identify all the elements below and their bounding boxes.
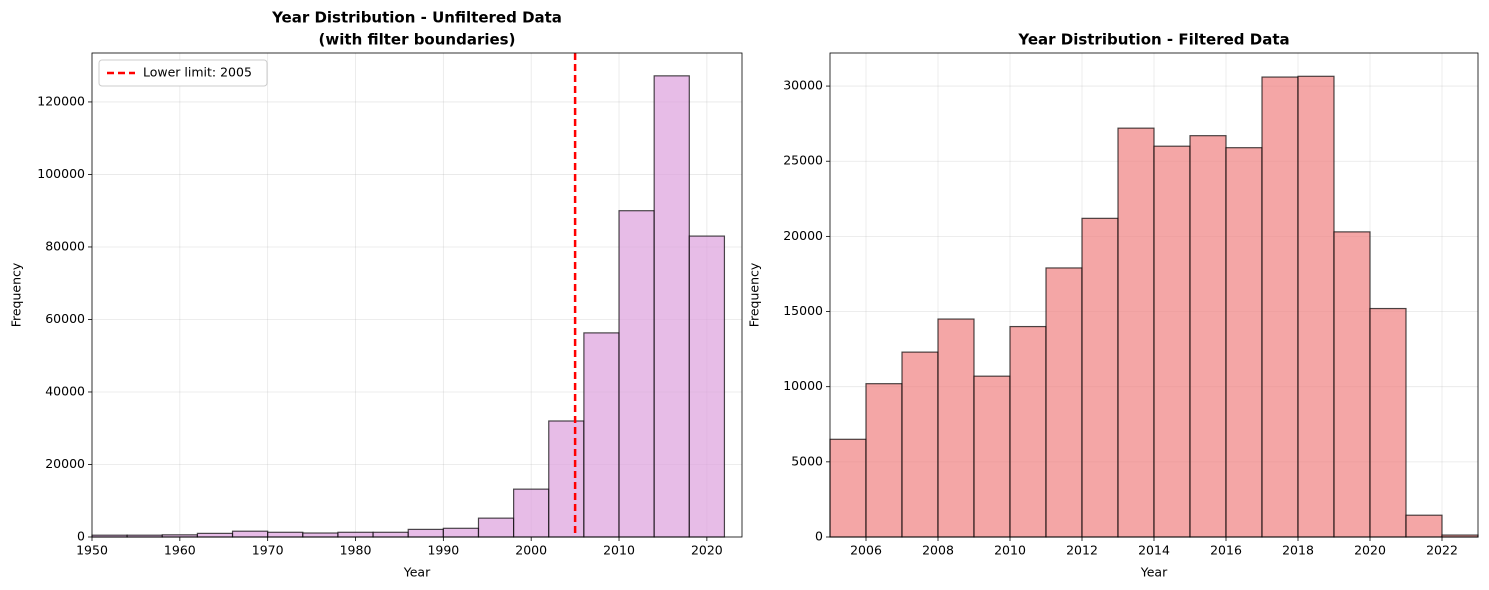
y-axis-label: Frequency (9, 262, 24, 327)
x-tick-label: 1960 (164, 543, 196, 558)
bar (1009, 325, 1047, 538)
y-tick-label: 40000 (45, 383, 85, 398)
y-tick-label: 15000 (783, 303, 823, 318)
bar (337, 531, 374, 538)
bar (829, 438, 867, 538)
x-tick-label: 2014 (1138, 543, 1170, 558)
y-tick-label: 120000 (37, 93, 85, 108)
x-tick-label: 2010 (994, 543, 1026, 558)
x-tick-label: 1970 (252, 543, 284, 558)
y-tick-label: 5000 (791, 453, 823, 468)
x-tick-label: 2012 (1066, 543, 1098, 558)
bar (653, 75, 690, 538)
x-tick-label: 2022 (1426, 543, 1458, 558)
bar (618, 210, 655, 538)
bar (937, 318, 975, 538)
bar (973, 375, 1011, 538)
y-tick-label: 0 (815, 529, 823, 544)
y-tick-label: 100000 (37, 166, 85, 181)
bar (1045, 267, 1083, 538)
bar (1117, 127, 1155, 538)
x-tick-label: 1990 (427, 543, 459, 558)
y-tick-label: 80000 (45, 238, 85, 253)
chart-title: Year Distribution - Filtered Data (1017, 31, 1289, 49)
x-tick-label: 2016 (1210, 543, 1242, 558)
bar (196, 532, 234, 538)
x-tick-label: 2020 (691, 543, 723, 558)
x-axis-label: Year (1140, 565, 1168, 580)
legend: Lower limit: 2005 (98, 59, 268, 87)
bar (1225, 147, 1263, 538)
bar (1369, 307, 1407, 538)
legend-label: Lower limit: 2005 (143, 65, 252, 80)
subplot: 1950 1960 1970 1980 1990 2000 2010 2020 0 20000 40… (9, 9, 743, 580)
x-axis-label: Year (403, 565, 431, 580)
plot-frame (91, 52, 743, 538)
x-tick-label: 1980 (340, 543, 372, 558)
x-tick-label: 2008 (922, 543, 954, 558)
bar (513, 488, 550, 538)
x-tick-label: 2000 (515, 543, 547, 558)
bar (267, 531, 304, 538)
x-tick-label: 2006 (850, 543, 882, 558)
y-tick-label: 10000 (783, 378, 823, 393)
y-tick-label: 60000 (45, 311, 85, 326)
bar (407, 528, 444, 538)
x-tick-label: 1950 (76, 543, 108, 558)
bar (901, 351, 939, 538)
bar (688, 235, 726, 538)
subplot: 2006 2008 2010 2012 2014 2016 2018 2020 2022 0 500… (747, 31, 1479, 580)
bar (865, 383, 903, 538)
bar (583, 332, 620, 538)
bar (231, 530, 269, 538)
bar (1405, 514, 1443, 538)
chart-title: Year Distribution - Unfiltered Data (271, 9, 562, 27)
bar (1261, 76, 1299, 538)
y-tick-label: 20000 (45, 456, 85, 471)
y-tick-label: 30000 (783, 78, 823, 93)
bar (372, 531, 409, 538)
y-tick-label: 0 (77, 529, 85, 544)
bar (442, 527, 480, 538)
x-tick-label: 2020 (1354, 543, 1386, 558)
bar (477, 517, 515, 538)
bar (1333, 231, 1371, 538)
x-tick-label: 2018 (1282, 543, 1314, 558)
legend-box (98, 59, 268, 87)
y-tick-label: 20000 (783, 228, 823, 243)
bar (302, 532, 339, 538)
bar (1153, 145, 1191, 538)
y-tick-label: 25000 (783, 153, 823, 168)
bar (548, 420, 585, 538)
plot-frame (829, 52, 1479, 538)
bar (1189, 135, 1227, 538)
x-tick-label: 2010 (603, 543, 635, 558)
y-axis-label: Frequency (747, 262, 762, 327)
chart-title: (with filter boundaries) (319, 31, 516, 49)
bar (1081, 217, 1119, 538)
bar (1297, 75, 1335, 538)
